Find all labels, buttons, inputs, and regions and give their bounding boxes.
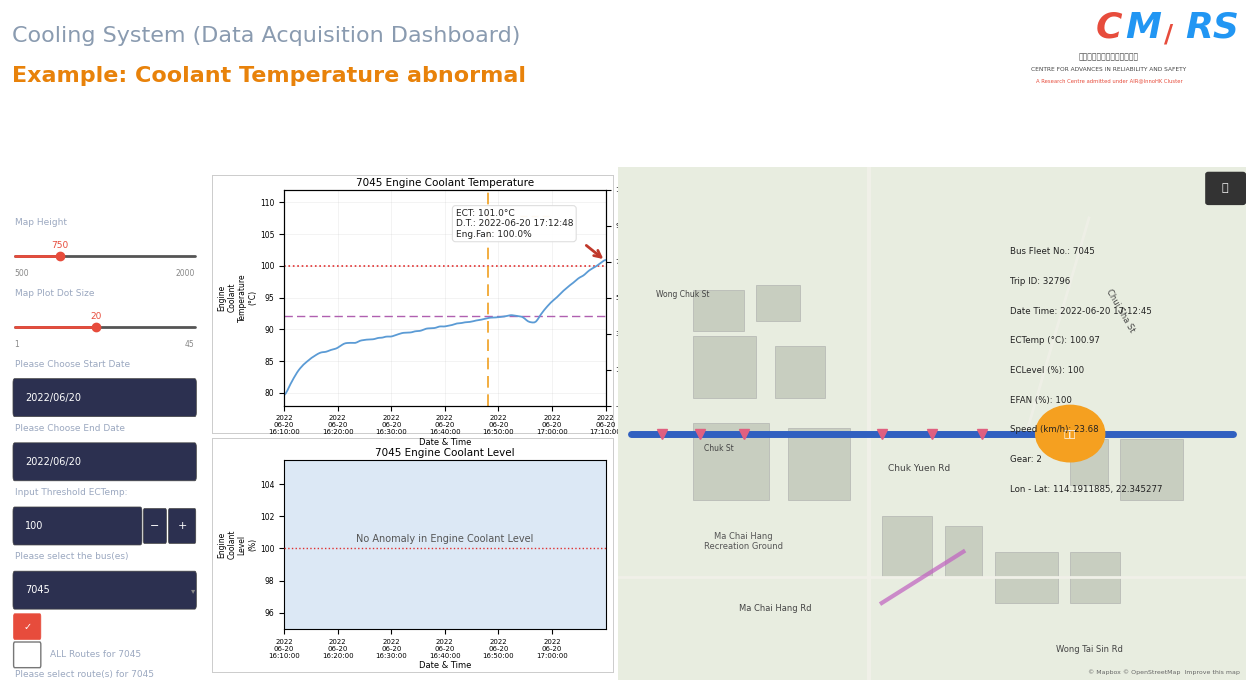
Title: 7045 Engine Coolant Level: 7045 Engine Coolant Level bbox=[375, 447, 515, 458]
FancyBboxPatch shape bbox=[12, 571, 197, 609]
Text: Cooling System (Data Acquisition Dashboard): Cooling System (Data Acquisition Dashboa… bbox=[11, 26, 520, 46]
Bar bbox=[693, 290, 744, 331]
Text: 巴士: 巴士 bbox=[1064, 428, 1077, 439]
Text: 2022/06/20: 2022/06/20 bbox=[25, 457, 81, 466]
Text: Lon - Lat: 114.1911885, 22.345277: Lon - Lat: 114.1911885, 22.345277 bbox=[1009, 485, 1163, 494]
Bar bbox=[1070, 551, 1120, 603]
Text: 750: 750 bbox=[51, 241, 69, 250]
FancyBboxPatch shape bbox=[12, 379, 197, 417]
FancyBboxPatch shape bbox=[1205, 172, 1246, 205]
Text: Gear: 2: Gear: 2 bbox=[1009, 455, 1042, 464]
Text: 100: 100 bbox=[25, 521, 44, 531]
Bar bbox=[1120, 439, 1184, 500]
Text: ECLevel (%): 100: ECLevel (%): 100 bbox=[1009, 366, 1084, 375]
Text: ▾: ▾ bbox=[191, 585, 194, 594]
Text: 2000: 2000 bbox=[176, 269, 194, 278]
Text: 產品可靠性系統安全研發中心: 產品可靠性系統安全研發中心 bbox=[1079, 52, 1139, 61]
Title: 7045 Engine Coolant Temperature: 7045 Engine Coolant Temperature bbox=[356, 177, 533, 188]
Y-axis label: Engine
Coolant
Level
(%): Engine Coolant Level (%) bbox=[217, 530, 257, 559]
Text: Wong Chuk St: Wong Chuk St bbox=[655, 290, 709, 299]
Text: C: C bbox=[1095, 10, 1121, 45]
Text: Map Plot Dot Size: Map Plot Dot Size bbox=[15, 289, 95, 298]
Text: Please Choose End Date: Please Choose End Date bbox=[15, 424, 125, 432]
Bar bbox=[944, 526, 982, 577]
Text: 45: 45 bbox=[184, 340, 194, 349]
FancyBboxPatch shape bbox=[12, 443, 197, 481]
Text: Chuk St: Chuk St bbox=[704, 445, 734, 454]
Text: Ma Chai Hang
Recreation Ground: Ma Chai Hang Recreation Ground bbox=[704, 532, 784, 551]
Text: Ma Chai Hang Rd: Ma Chai Hang Rd bbox=[739, 604, 811, 613]
FancyBboxPatch shape bbox=[168, 509, 196, 543]
Legend: Engine Coolant Temperature, Mean ECT:92.16, Normal Max. ECT, EFAN: Engine Coolant Temperature, Mean ECT:92.… bbox=[288, 493, 512, 514]
Text: Bus Fleet No.: 7045: Bus Fleet No.: 7045 bbox=[1009, 248, 1094, 256]
Text: 20: 20 bbox=[90, 312, 101, 321]
Text: EFAN (%): 100: EFAN (%): 100 bbox=[1009, 396, 1072, 405]
Text: © Mapbox © OpenStreetMap  Improve this map: © Mapbox © OpenStreetMap Improve this ma… bbox=[1088, 669, 1240, 675]
Text: 7045: 7045 bbox=[25, 585, 50, 595]
Text: ≡: ≡ bbox=[1217, 120, 1234, 139]
Bar bbox=[994, 551, 1058, 603]
Bar bbox=[693, 423, 769, 500]
Text: Speed (km/h): 23.68: Speed (km/h): 23.68 bbox=[1009, 426, 1098, 435]
Bar bbox=[787, 428, 850, 500]
Text: Map Settings:: Map Settings: bbox=[15, 190, 97, 200]
Text: ⛶: ⛶ bbox=[1222, 183, 1229, 193]
Bar bbox=[693, 336, 756, 398]
Bar bbox=[756, 285, 800, 321]
Text: 1: 1 bbox=[15, 340, 20, 349]
Bar bbox=[775, 346, 825, 398]
Text: ✓: ✓ bbox=[24, 622, 31, 632]
Text: ECTemp (°C): 100.97: ECTemp (°C): 100.97 bbox=[1009, 337, 1099, 345]
Y-axis label: Engine
Coolant
Temperature
(°C): Engine Coolant Temperature (°C) bbox=[217, 273, 257, 322]
FancyBboxPatch shape bbox=[143, 509, 167, 543]
Text: No Anomaly in Engine Coolant Level: No Anomaly in Engine Coolant Level bbox=[356, 534, 533, 544]
Text: Please select the bus(es): Please select the bus(es) bbox=[15, 552, 128, 561]
Text: ALL Routes for 7045: ALL Routes for 7045 bbox=[50, 650, 141, 660]
FancyBboxPatch shape bbox=[12, 507, 142, 545]
X-axis label: Date & Time: Date & Time bbox=[419, 438, 471, 447]
Text: Chuk Yuen Rd: Chuk Yuen Rd bbox=[888, 464, 951, 473]
Text: Example: Coolant Temperature abnormal: Example: Coolant Temperature abnormal bbox=[11, 66, 526, 86]
X-axis label: Date & Time: Date & Time bbox=[419, 662, 471, 670]
Text: Chui Sha St: Chui Sha St bbox=[1104, 287, 1136, 334]
Text: 7045: 7045 bbox=[630, 119, 693, 139]
Text: CENTRE FOR ADVANCES IN RELIABILITY AND SAFETY: CENTRE FOR ADVANCES IN RELIABILITY AND S… bbox=[1032, 67, 1186, 72]
Text: +: + bbox=[177, 521, 187, 531]
Text: −: − bbox=[151, 521, 159, 531]
Text: 500: 500 bbox=[15, 269, 29, 278]
Text: 7045: 7045 bbox=[222, 119, 284, 139]
Text: RS: RS bbox=[1186, 10, 1240, 45]
Text: Go Trip Selection: Go Trip Selection bbox=[50, 622, 127, 631]
Text: Map Height: Map Height bbox=[15, 218, 66, 227]
Bar bbox=[882, 515, 932, 577]
Text: /: / bbox=[1164, 23, 1172, 47]
Text: Please select route(s) for 7045: Please select route(s) for 7045 bbox=[15, 670, 153, 679]
Text: M: M bbox=[1125, 10, 1161, 45]
Text: Trip ID: 32796: Trip ID: 32796 bbox=[1009, 277, 1070, 286]
FancyBboxPatch shape bbox=[14, 614, 41, 639]
Text: ECT: 101.0°C
D.T.: 2022-06-20 17:12:48
Eng.Fan: 100.0%: ECT: 101.0°C D.T.: 2022-06-20 17:12:48 E… bbox=[456, 209, 573, 239]
Text: A Research Centre admitted under AIR@InnoHK Cluster: A Research Centre admitted under AIR@Inn… bbox=[1035, 78, 1182, 83]
Text: Please Choose Start Date: Please Choose Start Date bbox=[15, 360, 130, 369]
Text: Date Time: 2022-06-20 17:12:45: Date Time: 2022-06-20 17:12:45 bbox=[1009, 307, 1151, 316]
Text: Wong Tai Sin Rd: Wong Tai Sin Rd bbox=[1055, 645, 1123, 653]
Text: Input Threshold ECTemp:: Input Threshold ECTemp: bbox=[15, 488, 127, 497]
Text: 2022/06/20: 2022/06/20 bbox=[25, 392, 81, 403]
Y-axis label: Engine
Fan: Engine Fan bbox=[637, 284, 657, 311]
Circle shape bbox=[1035, 405, 1105, 462]
Bar bbox=[1070, 439, 1108, 485]
